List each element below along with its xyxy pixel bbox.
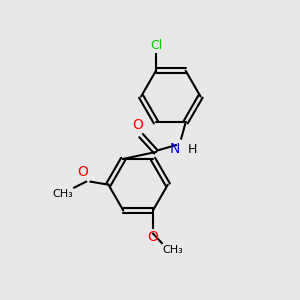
Text: Cl: Cl [150,39,162,52]
Text: CH₃: CH₃ [52,189,73,199]
Text: CH₃: CH₃ [162,245,183,256]
Text: O: O [148,230,158,244]
Text: O: O [77,165,88,179]
Text: H: H [188,143,197,156]
Text: N: N [169,142,180,156]
Text: O: O [132,118,143,132]
